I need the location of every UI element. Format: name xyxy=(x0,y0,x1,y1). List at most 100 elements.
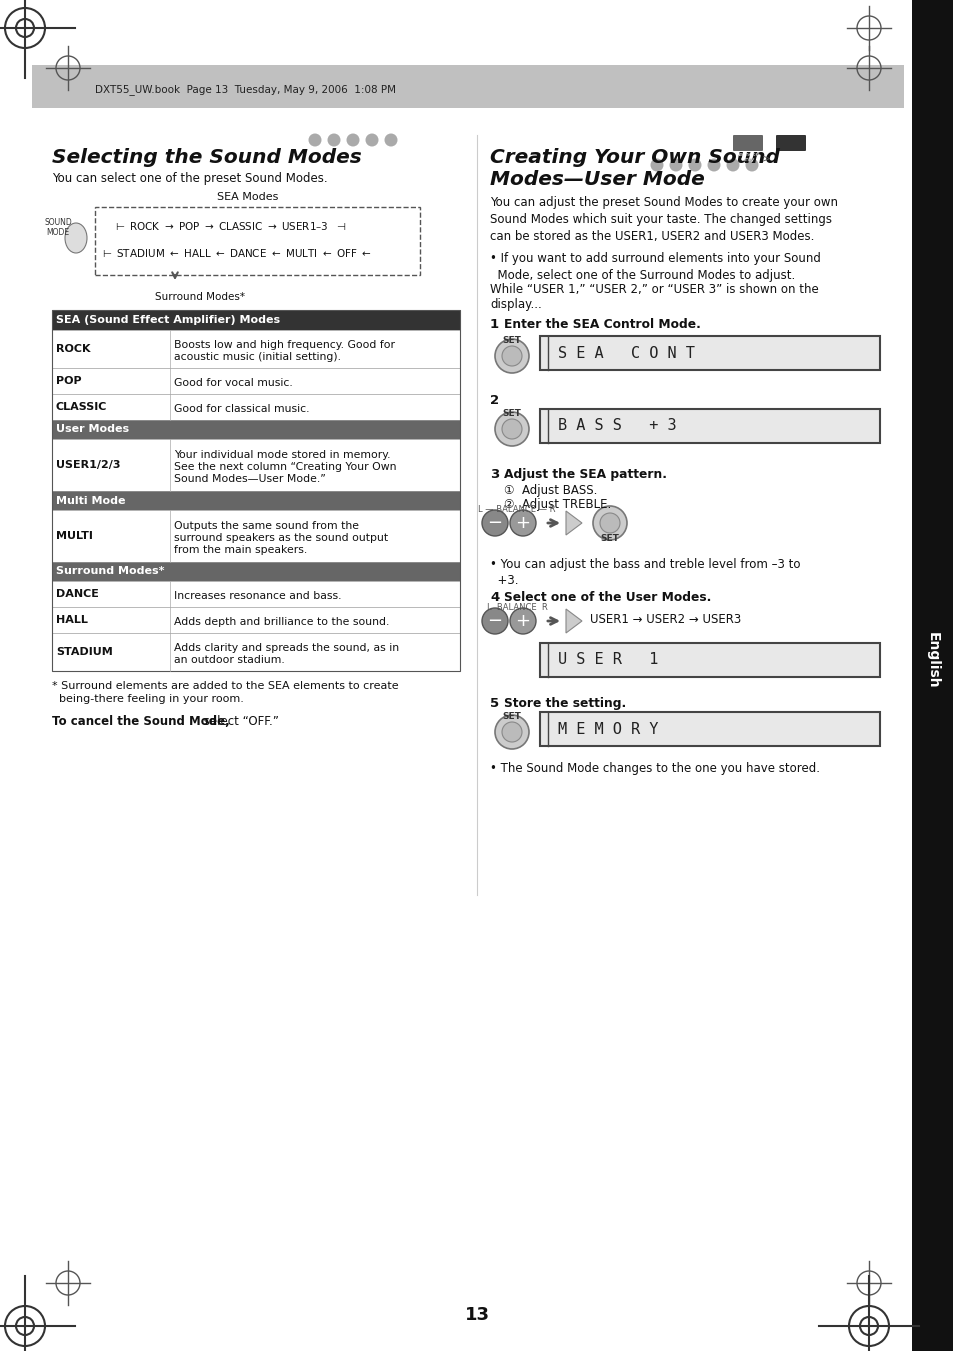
Bar xyxy=(539,409,879,443)
Bar xyxy=(52,562,459,581)
Text: CLASSIC: CLASSIC xyxy=(56,403,108,412)
Text: >: > xyxy=(761,153,771,163)
Text: ①  Adjust BASS.: ① Adjust BASS. xyxy=(503,484,597,497)
Text: SEA (Sound Effect Amplifier) Modes: SEA (Sound Effect Amplifier) Modes xyxy=(56,315,280,326)
Text: Good for classical music.: Good for classical music. xyxy=(173,404,309,413)
Text: SET: SET xyxy=(502,712,521,721)
Text: being-there feeling in your room.: being-there feeling in your room. xyxy=(52,694,244,704)
FancyBboxPatch shape xyxy=(775,135,805,151)
Circle shape xyxy=(669,158,681,172)
Text: DXT55_UW.book  Page 13  Tuesday, May 9, 2006  1:08 PM: DXT55_UW.book Page 13 Tuesday, May 9, 20… xyxy=(95,85,395,96)
Bar xyxy=(539,712,879,746)
Circle shape xyxy=(384,134,397,146)
Text: $\vdash$ STADIUM $\leftarrow$ HALL $\leftarrow$ DANCE $\leftarrow$ MULTI $\lefta: $\vdash$ STADIUM $\leftarrow$ HALL $\lef… xyxy=(100,247,372,259)
Text: 5: 5 xyxy=(490,697,498,711)
Circle shape xyxy=(495,715,529,748)
Text: Adds depth and brilliance to the sound.: Adds depth and brilliance to the sound. xyxy=(173,617,389,627)
Bar xyxy=(52,309,459,671)
Bar xyxy=(52,607,459,634)
Text: You can adjust the preset Sound Modes to create your own
Sound Modes which suit : You can adjust the preset Sound Modes to… xyxy=(490,196,837,243)
Circle shape xyxy=(308,134,321,146)
Bar xyxy=(539,643,879,677)
Text: DANCE: DANCE xyxy=(56,589,99,598)
Text: select “OFF.”: select “OFF.” xyxy=(200,715,278,728)
Text: INFO: INFO xyxy=(779,153,801,162)
Text: +: + xyxy=(515,612,530,630)
Text: English: English xyxy=(925,632,939,688)
Text: L  BALANCE  R: L BALANCE R xyxy=(486,603,547,612)
Bar xyxy=(52,420,459,439)
Bar xyxy=(32,65,903,108)
Text: −: − xyxy=(487,513,502,532)
Circle shape xyxy=(481,509,507,536)
Circle shape xyxy=(593,507,626,540)
Circle shape xyxy=(346,134,359,146)
Text: 1: 1 xyxy=(490,317,498,331)
Text: Increases resonance and bass.: Increases resonance and bass. xyxy=(173,590,341,601)
Bar xyxy=(52,394,459,420)
Text: POP: POP xyxy=(56,376,82,386)
Text: SET: SET xyxy=(502,336,521,345)
Text: • The Sound Mode changes to the one you have stored.: • The Sound Mode changes to the one you … xyxy=(490,762,820,775)
Circle shape xyxy=(744,158,758,172)
FancyBboxPatch shape xyxy=(732,135,762,151)
Bar xyxy=(95,207,419,276)
Circle shape xyxy=(495,412,529,446)
Ellipse shape xyxy=(65,223,87,253)
Text: SET: SET xyxy=(502,409,521,417)
Circle shape xyxy=(707,158,720,172)
Text: ROCK: ROCK xyxy=(56,345,91,354)
Text: Store the setting.: Store the setting. xyxy=(503,697,625,711)
Text: ②  Adjust TREBLE.: ② Adjust TREBLE. xyxy=(503,499,611,511)
Text: S E A   C O N T: S E A C O N T xyxy=(558,346,694,361)
Circle shape xyxy=(495,339,529,373)
Text: USER1 → USER2 → USER3: USER1 → USER2 → USER3 xyxy=(589,613,740,626)
Text: B A S S   + 3: B A S S + 3 xyxy=(558,419,676,434)
Circle shape xyxy=(599,513,619,534)
Bar xyxy=(52,309,459,330)
Text: • You can adjust the bass and treble level from –3 to
  +3.: • You can adjust the bass and treble lev… xyxy=(490,558,800,586)
Text: Select one of the User Modes.: Select one of the User Modes. xyxy=(503,590,711,604)
Text: Enter the SEA Control Mode.: Enter the SEA Control Mode. xyxy=(503,317,700,331)
Text: * Surround elements are added to the SEA elements to create: * Surround elements are added to the SEA… xyxy=(52,681,398,690)
Text: 4: 4 xyxy=(490,590,498,604)
Text: User Modes: User Modes xyxy=(56,424,129,435)
Text: +: + xyxy=(515,513,530,532)
Text: Creating Your Own Sound: Creating Your Own Sound xyxy=(490,149,779,168)
Text: MULTI: MULTI xyxy=(56,531,92,540)
Text: 13: 13 xyxy=(464,1306,489,1324)
Circle shape xyxy=(501,419,521,439)
Text: Surround Modes*: Surround Modes* xyxy=(154,292,245,303)
Circle shape xyxy=(501,721,521,742)
Text: L — BALANCE — R: L — BALANCE — R xyxy=(477,505,556,513)
Bar xyxy=(52,634,459,671)
Text: −: − xyxy=(487,612,502,630)
Text: Remote
Only: Remote Only xyxy=(735,151,760,162)
Polygon shape xyxy=(565,511,581,535)
Circle shape xyxy=(688,158,700,172)
Text: $\vdash$ ROCK $\rightarrow$ POP $\rightarrow$ CLASSIC $\rightarrow$ USER1–3  $\d: $\vdash$ ROCK $\rightarrow$ POP $\righta… xyxy=(112,220,346,232)
Bar xyxy=(52,367,459,394)
Text: 2: 2 xyxy=(490,394,498,407)
Circle shape xyxy=(365,134,378,146)
Text: Outputs the same sound from the
surround speakers as the sound output
from the m: Outputs the same sound from the surround… xyxy=(173,520,388,555)
Text: Modes—User Mode: Modes—User Mode xyxy=(490,170,704,189)
Polygon shape xyxy=(565,609,581,634)
Text: U S E R   1: U S E R 1 xyxy=(558,653,658,667)
Text: SEA Modes: SEA Modes xyxy=(217,192,278,203)
Text: SOUND
MODE: SOUND MODE xyxy=(44,218,71,238)
Text: • If you want to add surround elements into your Sound
  Mode, select one of the: • If you want to add surround elements i… xyxy=(490,253,820,282)
Text: Boosts low and high frequency. Good for
acoustic music (initial setting).: Boosts low and high frequency. Good for … xyxy=(173,340,395,362)
Bar xyxy=(911,0,953,1351)
Bar xyxy=(52,439,459,490)
Circle shape xyxy=(510,608,536,634)
Text: Multi Mode: Multi Mode xyxy=(56,496,126,505)
Bar xyxy=(52,581,459,607)
Bar xyxy=(539,336,879,370)
Circle shape xyxy=(650,158,662,172)
Text: HALL: HALL xyxy=(56,615,88,626)
Text: Adds clarity and spreads the sound, as in
an outdoor stadium.: Adds clarity and spreads the sound, as i… xyxy=(173,643,398,665)
Text: USER1/2/3: USER1/2/3 xyxy=(56,459,120,470)
Bar xyxy=(52,330,459,367)
Circle shape xyxy=(501,346,521,366)
